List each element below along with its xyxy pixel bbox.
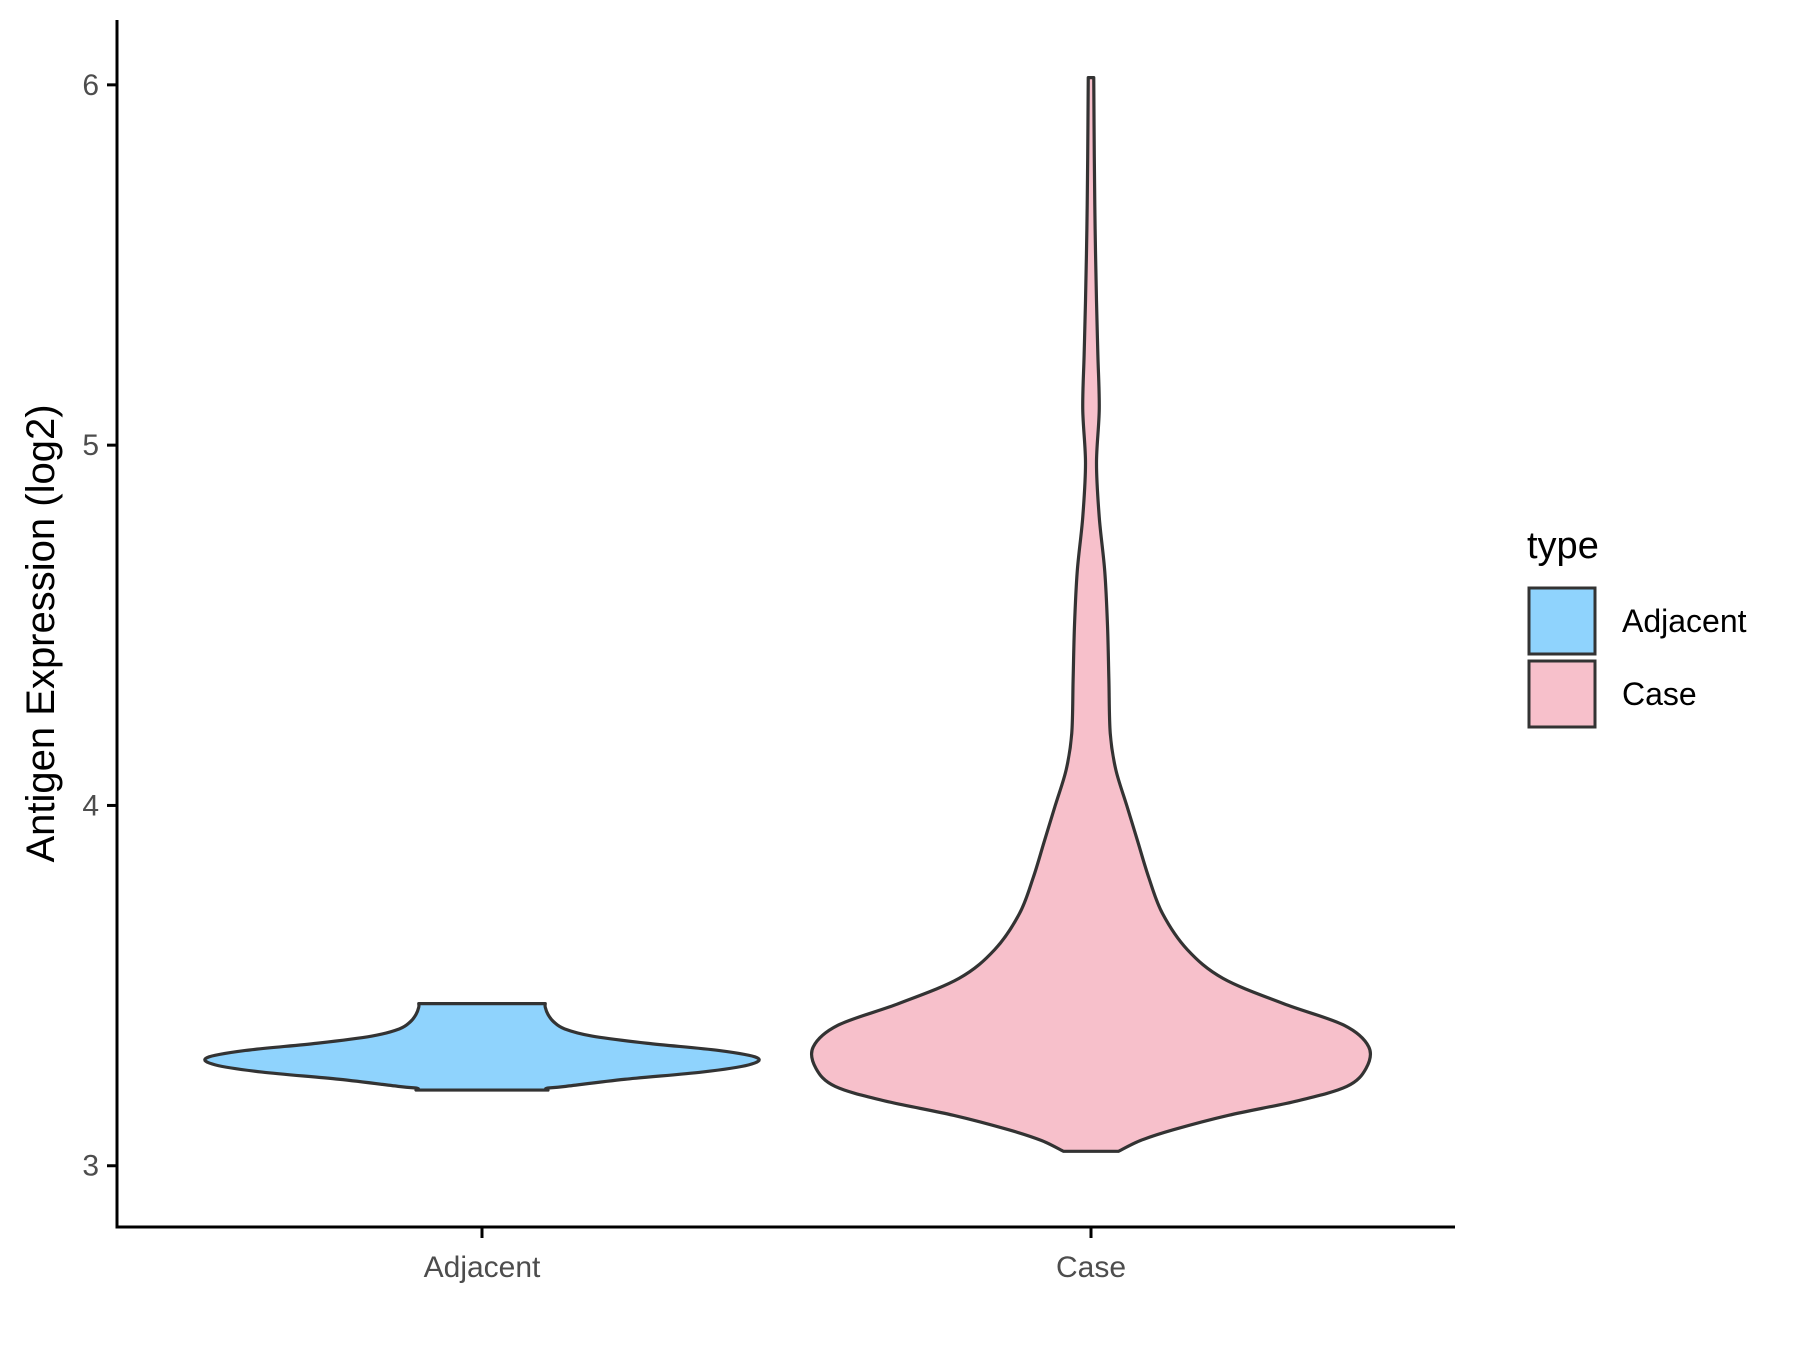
legend-label-adjacent: Adjacent [1622,603,1747,639]
x-axis-ticks: Adjacent Case [424,1227,1126,1284]
violin-adjacent [203,1002,761,1092]
y-tick-label: 6 [82,69,99,102]
violin-case [809,76,1373,1153]
y-axis-title: Antigen Expression (log2) [19,404,63,862]
y-tick-label: 5 [82,429,99,462]
x-tick-label: Case [1056,1251,1126,1284]
legend-entries: Adjacent Case [1527,586,1747,729]
legend-title: type [1527,525,1599,567]
legend-key-adjacent [1527,586,1597,656]
legend: type Adjacent Case [1527,525,1747,729]
y-axis-ticks: 3 4 5 6 [82,69,117,1183]
violins-layer [203,76,1373,1153]
y-tick-label: 3 [82,1150,99,1183]
legend-label-case: Case [1622,676,1697,712]
y-tick-label: 4 [82,789,99,822]
legend-key-case [1527,659,1597,729]
x-tick-label: Adjacent [424,1251,541,1284]
